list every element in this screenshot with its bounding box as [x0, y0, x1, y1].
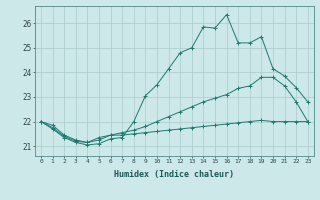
- X-axis label: Humidex (Indice chaleur): Humidex (Indice chaleur): [115, 170, 235, 179]
